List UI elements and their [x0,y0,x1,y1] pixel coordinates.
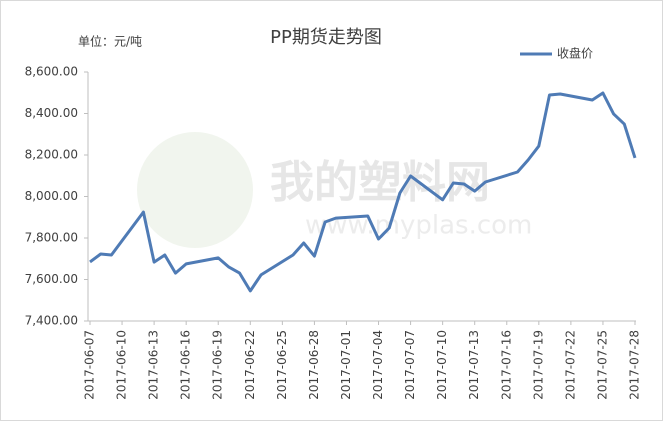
line [89,91,637,293]
x-tick-label: 2017-06-19 [211,330,225,400]
chart-title: PP期货走势图 [270,27,382,48]
x-tick-label: 2017-06-07 [83,330,97,400]
x-tick-label: 2017-06-22 [243,330,257,400]
x-tick-label: 2017-07-25 [595,330,609,400]
y-tick-label: 8,000.00 [25,189,78,203]
x-tick-label: 2017-07-10 [435,330,449,400]
x-tick-label: 2017-06-16 [179,330,193,400]
x-tick-label: 2017-07-28 [628,330,642,400]
x-tick-label: 2017-06-28 [307,330,321,400]
y-tick-label: 7,800.00 [25,231,78,245]
y-tick-label: 8,600.00 [25,65,78,79]
watermark-logo [137,132,253,248]
x-tick-label: 2017-07-22 [563,330,577,400]
y-tick-label: 8,400.00 [25,106,78,120]
legend-label: 收盘价 [557,46,593,61]
x-tick-label: 2017-06-25 [275,330,289,400]
x-tick-label: 2017-06-10 [115,330,129,400]
x-tick-label: 2017-07-19 [531,330,545,400]
y-tick-label: 7,400.00 [25,314,78,328]
y-tick-label: 8,200.00 [25,148,78,162]
x-tick-label: 2017-07-01 [339,330,353,400]
x-tick-label: 2017-07-16 [499,330,513,400]
x-tick-label: 2017-07-13 [467,330,481,400]
watermark: www.myplas.com [305,211,532,241]
unit-label: 单位：元/吨 [78,34,142,49]
x-tick-label: 2017-07-04 [371,330,385,400]
y-tick-label: 7,600.00 [25,272,78,286]
x-tick-label: 2017-06-13 [147,330,161,400]
x-tick-label: 2017-07-07 [403,330,417,400]
